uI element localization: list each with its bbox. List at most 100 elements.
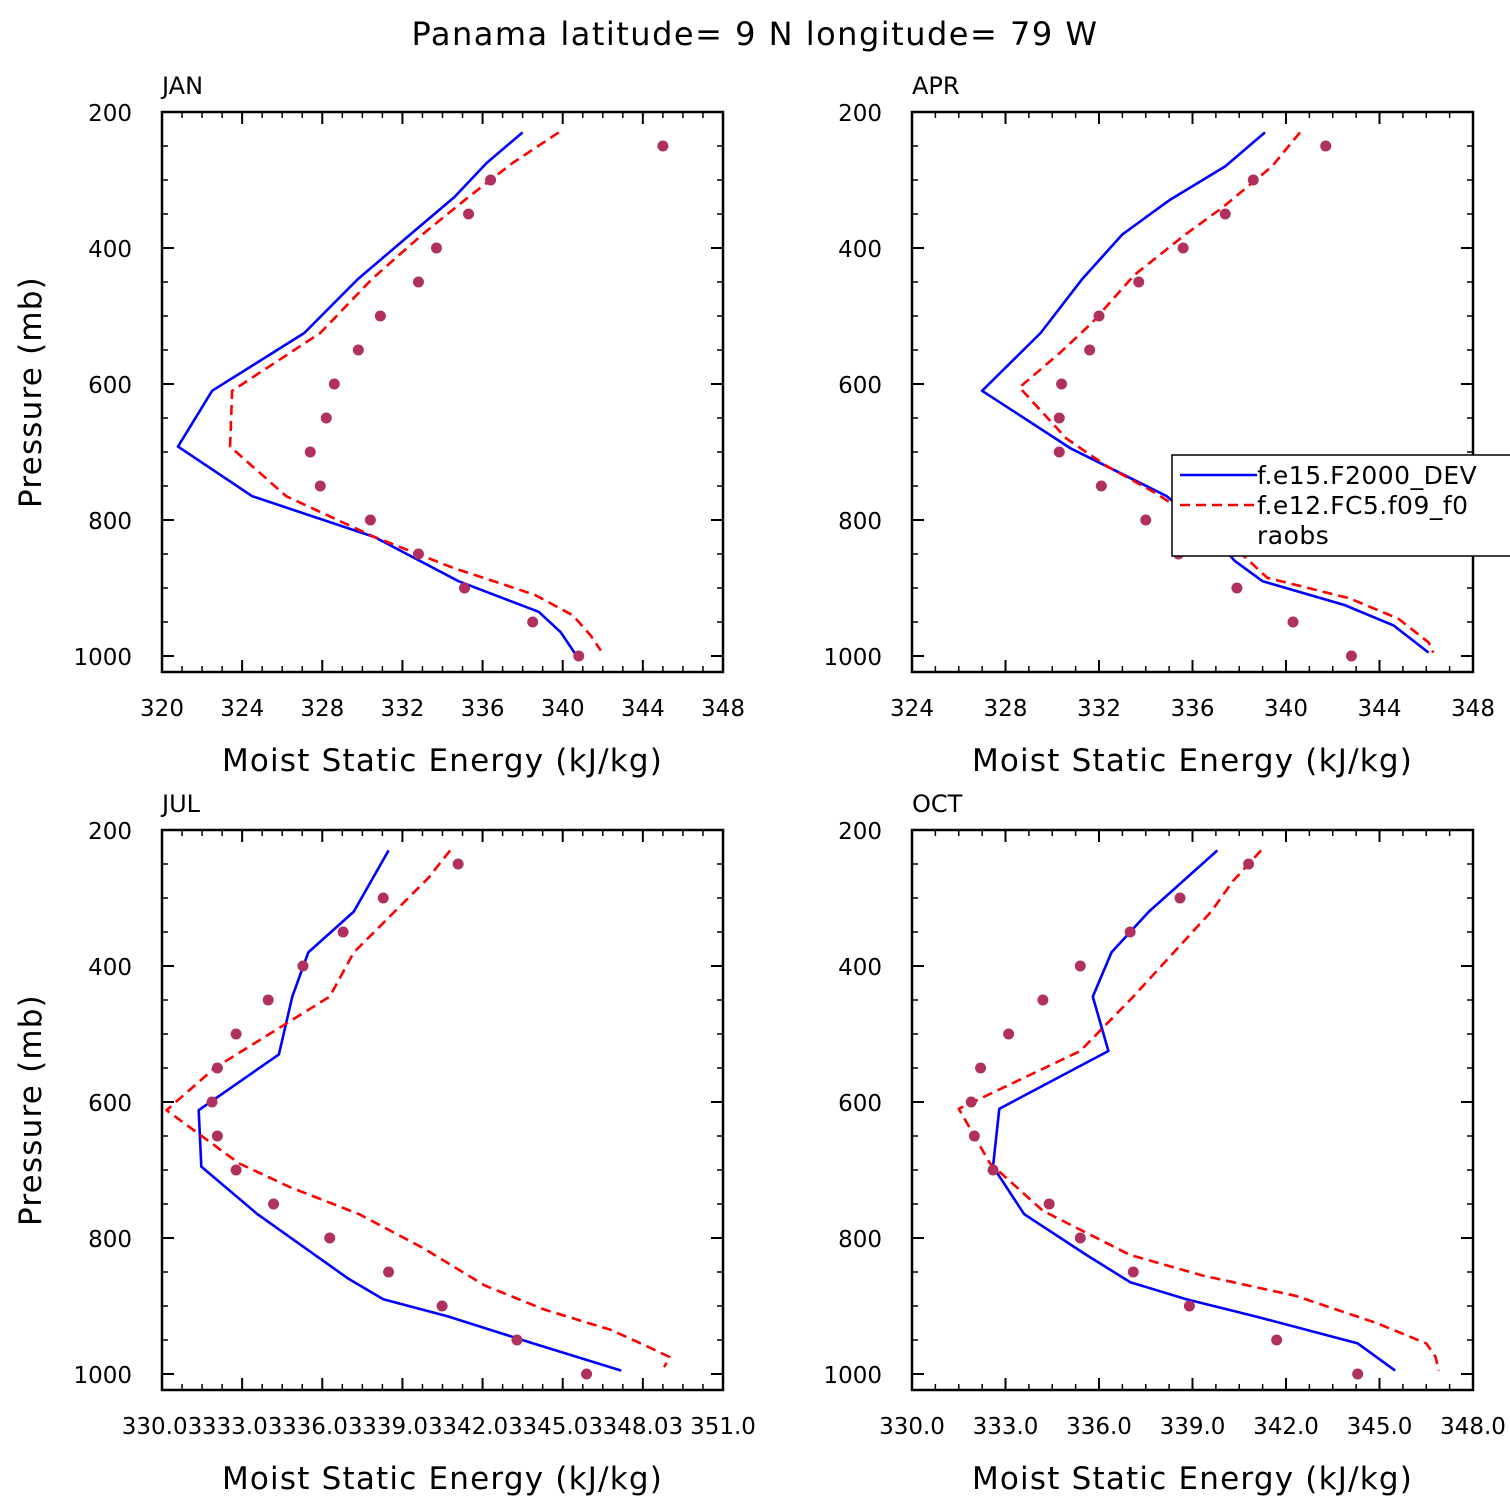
y-tick-label: 600	[88, 373, 132, 399]
raobs-point	[965, 1096, 977, 1108]
raobs-point	[324, 1232, 336, 1244]
x-tick-label: 345.0	[1347, 1414, 1413, 1440]
series-group	[957, 849, 1440, 1380]
raobs-point	[1177, 242, 1189, 254]
y-tick-label: 1000	[73, 645, 132, 671]
x-tick-label: 330.03	[122, 1414, 202, 1440]
raobs-point	[452, 858, 464, 870]
raobs-point	[657, 140, 669, 152]
raobs-point	[412, 548, 424, 560]
x-tick-label: 336.03	[282, 1414, 362, 1440]
x-axis-label: Moist Static Energy (kJ/kg)	[972, 1461, 1413, 1497]
x-tick-label: 320	[140, 696, 184, 722]
y-tick-label: 1000	[823, 1363, 882, 1389]
x-tick-label: 348.0	[1440, 1414, 1506, 1440]
raobs-point	[374, 310, 386, 322]
raobs-point	[1053, 412, 1065, 424]
x-tick-label: 328	[984, 696, 1028, 722]
raobs-point	[1124, 926, 1136, 938]
plot-frame	[910, 110, 1475, 674]
x-tick-label: 332	[380, 696, 424, 722]
raobs-point	[377, 892, 389, 904]
legend-label: f.e15.F2000_DEV	[1257, 461, 1477, 490]
x-tick-label: 342.0	[1253, 1414, 1319, 1440]
raobs-point	[1084, 344, 1096, 356]
raobs-point	[1231, 582, 1243, 594]
series-line-f-e15	[176, 131, 578, 657]
x-tick-label: 348.03	[603, 1414, 683, 1440]
y-tick-label: 400	[88, 237, 132, 263]
series-line-f-e15	[991, 849, 1396, 1372]
raobs-point	[211, 1130, 223, 1142]
raobs-point	[1127, 1266, 1139, 1278]
raobs-point	[1133, 276, 1145, 288]
x-tick-label: 351.0	[690, 1414, 756, 1440]
series-group	[980, 131, 1435, 662]
raobs-point	[206, 1096, 218, 1108]
raobs-point	[1320, 140, 1332, 152]
raobs-point	[1247, 174, 1259, 186]
raobs-point	[314, 480, 326, 492]
y-axis-label: Pressure (mb)	[13, 994, 49, 1226]
panel-title: JUL	[160, 790, 201, 818]
x-tick-label: 348	[1451, 696, 1495, 722]
raobs-point	[297, 960, 309, 972]
panel-oct: OCT 330.0 333.0 336.0 339.0 342.0 345.0 348.0 20…	[823, 790, 1505, 1497]
x-tick-label: 339.03	[362, 1414, 442, 1440]
series-line-f-e12	[1018, 131, 1435, 654]
raobs-point	[1053, 446, 1065, 458]
x-tick-label: 336.0	[1066, 1414, 1132, 1440]
legend-label: raobs	[1257, 521, 1329, 550]
raobs-point	[328, 378, 340, 390]
plot-frame	[160, 110, 725, 674]
raobs-point	[1074, 960, 1086, 972]
raobs-point	[230, 1028, 242, 1040]
x-tick-label: 344	[621, 696, 665, 722]
x-tick-label: 342.03	[442, 1414, 522, 1440]
x-axis-label: Moist Static Energy (kJ/kg)	[222, 1461, 663, 1497]
raobs-point	[320, 412, 332, 424]
x-tick-label: 332	[1077, 696, 1121, 722]
raobs-point	[975, 1062, 987, 1074]
raobs-point	[1095, 480, 1107, 492]
raobs-point	[211, 1062, 223, 1074]
raobs-point	[1043, 1198, 1055, 1210]
raobs-point	[1093, 310, 1105, 322]
x-tick-label: 348	[701, 696, 745, 722]
raobs-point	[1352, 1368, 1364, 1380]
y-tick-label: 400	[838, 955, 882, 981]
series-line-f-e12	[165, 849, 671, 1368]
raobs-point	[1271, 1334, 1283, 1346]
raobs-point	[987, 1164, 999, 1176]
x-tick-label: 340	[541, 696, 585, 722]
y-tick-label: 600	[838, 373, 882, 399]
panel-title: JAN	[160, 72, 203, 100]
x-tick-label: 324	[220, 696, 264, 722]
y-tick-label: 1000	[73, 1363, 132, 1389]
raobs-point	[527, 616, 539, 628]
raobs-point	[352, 344, 364, 356]
raobs-point	[1174, 892, 1186, 904]
x-tick-label: 328	[300, 696, 344, 722]
x-axis-label: Moist Static Energy (kJ/kg)	[222, 743, 663, 779]
raobs-point	[364, 514, 376, 526]
raobs-point	[463, 208, 475, 220]
y-tick-label: 200	[838, 819, 882, 845]
series-line-f-e15	[197, 849, 622, 1372]
x-tick-label: 330.0	[879, 1414, 945, 1440]
raobs-point	[1243, 858, 1255, 870]
legend-label: f.e12.FC5.f09_f0	[1257, 491, 1469, 520]
y-tick-label: 600	[838, 1091, 882, 1117]
x-tick-label: 345.03	[522, 1414, 602, 1440]
series-line-f-e15	[980, 131, 1430, 654]
raobs-point	[1056, 378, 1068, 390]
raobs-point	[412, 276, 424, 288]
raobs-point	[1287, 616, 1299, 628]
figure-title: Panama latitude= 9 N longitude= 79 W	[412, 15, 1099, 53]
y-tick-label: 200	[88, 101, 132, 127]
raobs-point	[383, 1266, 395, 1278]
raobs-point	[268, 1198, 280, 1210]
y-tick-label: 800	[88, 509, 132, 535]
